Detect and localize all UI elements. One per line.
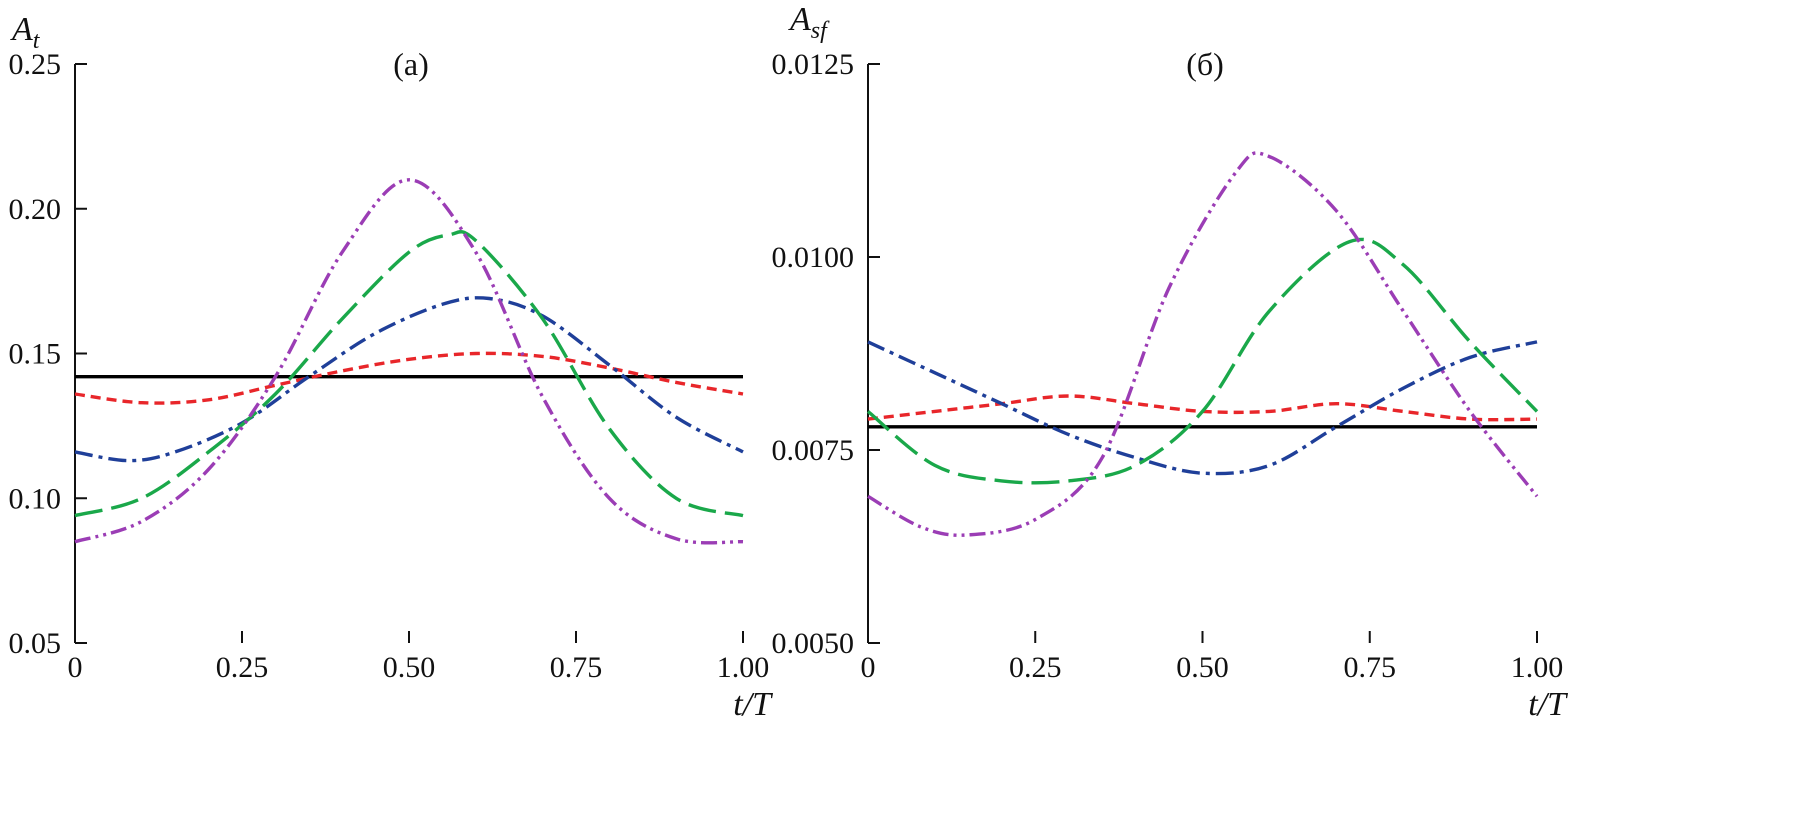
y-axis-title-sub: t: [33, 28, 41, 54]
series-line-dash-dot-dot: [74, 178, 744, 545]
x-tick-label: 1.00: [1511, 651, 1564, 684]
y-axis-title: At: [10, 11, 41, 54]
tick-group: 0.05 0.10 0.15 0.20 0.25 0 0.25 0.50 0.75 1.00: [9, 48, 770, 684]
series-line-dash-dot: [867, 340, 1538, 476]
series-line-short-dash: [867, 394, 1538, 422]
y-tick-label: 0.25: [9, 48, 62, 81]
x-axis-title: t/T: [1528, 686, 1568, 723]
panel-a: At (a) t/T 0.05 0.10 0.15 0.20 0.25 0 0.25 0.50…: [9, 11, 774, 723]
y-tick-label: 0.15: [9, 338, 62, 371]
x-tick-label: 0.75: [550, 651, 603, 684]
series-line-short-dash: [74, 351, 744, 405]
x-tick-label: 0.25: [216, 651, 269, 684]
y-tick-label: 0.0075: [772, 434, 855, 467]
y-tick-label: 0.0050: [772, 627, 855, 660]
tick-group: 0.0050 0.0075 0.0100 0.0125 0 0.25 0.50 0.75 1.0…: [772, 48, 1564, 684]
y-tick-label: 0.0100: [772, 241, 855, 274]
y-tick-label: 0.0125: [772, 48, 855, 81]
y-tick-label: 0.10: [9, 482, 62, 515]
panel-label: (a): [393, 46, 429, 82]
x-tick-label: 0: [68, 651, 83, 684]
series-line-long-dash: [74, 230, 744, 518]
x-tick-label: 0.75: [1344, 651, 1397, 684]
series-group: [74, 178, 744, 545]
y-axis-title-sub: sf: [811, 18, 830, 44]
y-axis-title-main: A: [788, 1, 811, 38]
x-axis-title: t/T: [733, 686, 773, 723]
series-line-long-dash: [866, 237, 1539, 485]
x-tick-label: 0: [861, 651, 876, 684]
series-line-dash-dot-dot: [867, 151, 1539, 537]
panel-label: (б): [1186, 46, 1224, 82]
y-axis-title-main: A: [10, 11, 33, 48]
series-line-dash-dot: [74, 296, 744, 463]
x-tick-label: 1.00: [717, 651, 770, 684]
panel-b: Asf (б) t/T 0.0050 0.0075 0.0100 0.0125 0 0.2…: [772, 1, 1569, 723]
y-axis-title: Asf: [788, 1, 830, 44]
x-tick-label: 0.50: [1176, 651, 1229, 684]
series-group: [866, 151, 1539, 537]
x-tick-label: 0.50: [383, 651, 436, 684]
y-tick-label: 0.05: [9, 627, 62, 660]
y-tick-label: 0.20: [9, 193, 62, 226]
x-tick-label: 0.25: [1009, 651, 1062, 684]
